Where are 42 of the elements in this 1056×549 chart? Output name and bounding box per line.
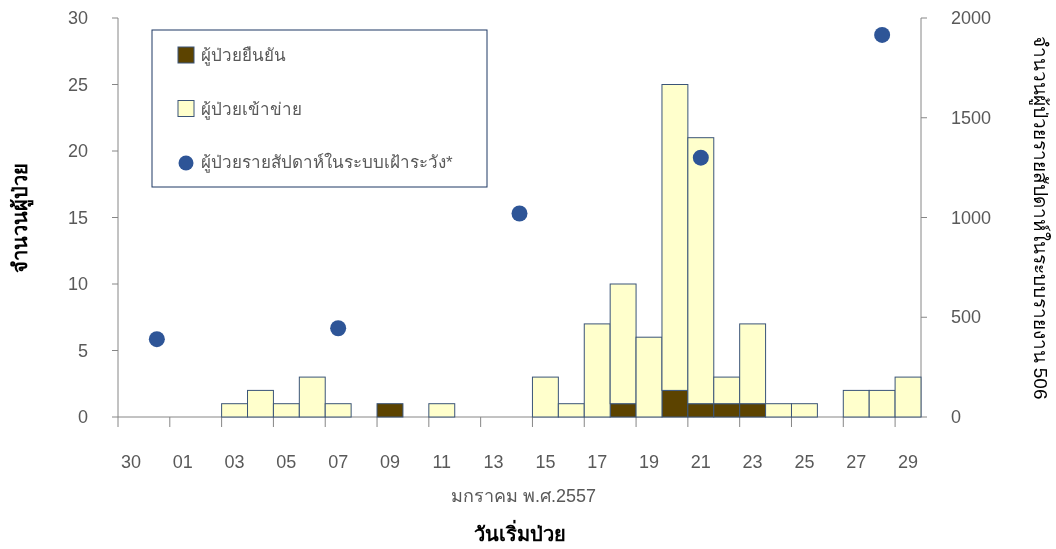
legend-label: ผู้ป่วยยืนยัน [201, 46, 286, 66]
y2-tick-label: 2000 [951, 8, 992, 28]
y2-tick-label: 0 [951, 407, 962, 427]
y-tick-label: 25 [67, 74, 88, 95]
y2-tick-label: 1500 [951, 107, 992, 128]
point [874, 26, 891, 43]
x-tick-label: 11 [432, 452, 452, 472]
bar [428, 403, 456, 418]
x-tick-label: 30 [120, 452, 141, 472]
point [330, 320, 347, 337]
x-tick-label: 25 [794, 452, 815, 472]
x-tick-label: 27 [846, 452, 867, 472]
x-tick-label: 29 [898, 452, 919, 472]
x-tick-label: 05 [276, 452, 297, 472]
point [511, 205, 528, 222]
y-tick-label: 20 [67, 141, 88, 161]
legend-label: ผู้ป่วยเข้าข่าย [201, 99, 302, 120]
point [148, 331, 165, 348]
y-tick-label: 0 [77, 407, 88, 427]
bar [376, 403, 404, 418]
y-axis-title: จำนวนผู้ป่วย [9, 162, 34, 273]
x-tick-label: 07 [328, 452, 349, 472]
y2-tick-label: 500 [951, 307, 982, 328]
x-tick-label: 03 [224, 452, 245, 472]
x-tick-label: 19 [639, 452, 660, 472]
text: มกราคม พ.ศ.2557 [450, 486, 597, 506]
y-tick-label: 30 [67, 8, 88, 28]
y-tick-label: 5 [77, 340, 88, 361]
y2-tick-label: 1000 [951, 207, 992, 228]
x-tick-label: 01 [172, 452, 193, 472]
x-tick-label: 17 [587, 452, 608, 472]
x-tick-label: 23 [742, 452, 763, 472]
x-tick-label: 09 [379, 452, 400, 472]
y-tick-label: 15 [67, 207, 88, 228]
y2-axis-title: จำนวนผู้ป่วยรายสัปดาห์ในระบบรายงาน 506 [1029, 35, 1051, 400]
x-axis-title: วันเริ่มป่วย [473, 519, 566, 545]
y-tick-label: 10 [67, 274, 88, 294]
x-tick-label: 15 [535, 452, 556, 472]
point [692, 149, 709, 166]
x-tick-label: 13 [483, 452, 504, 472]
legend-label: ผู้ป่วยรายสัปดาห์ในระบบเฝ้าระวัง* [201, 152, 453, 173]
x-tick-label: 21 [690, 452, 711, 472]
